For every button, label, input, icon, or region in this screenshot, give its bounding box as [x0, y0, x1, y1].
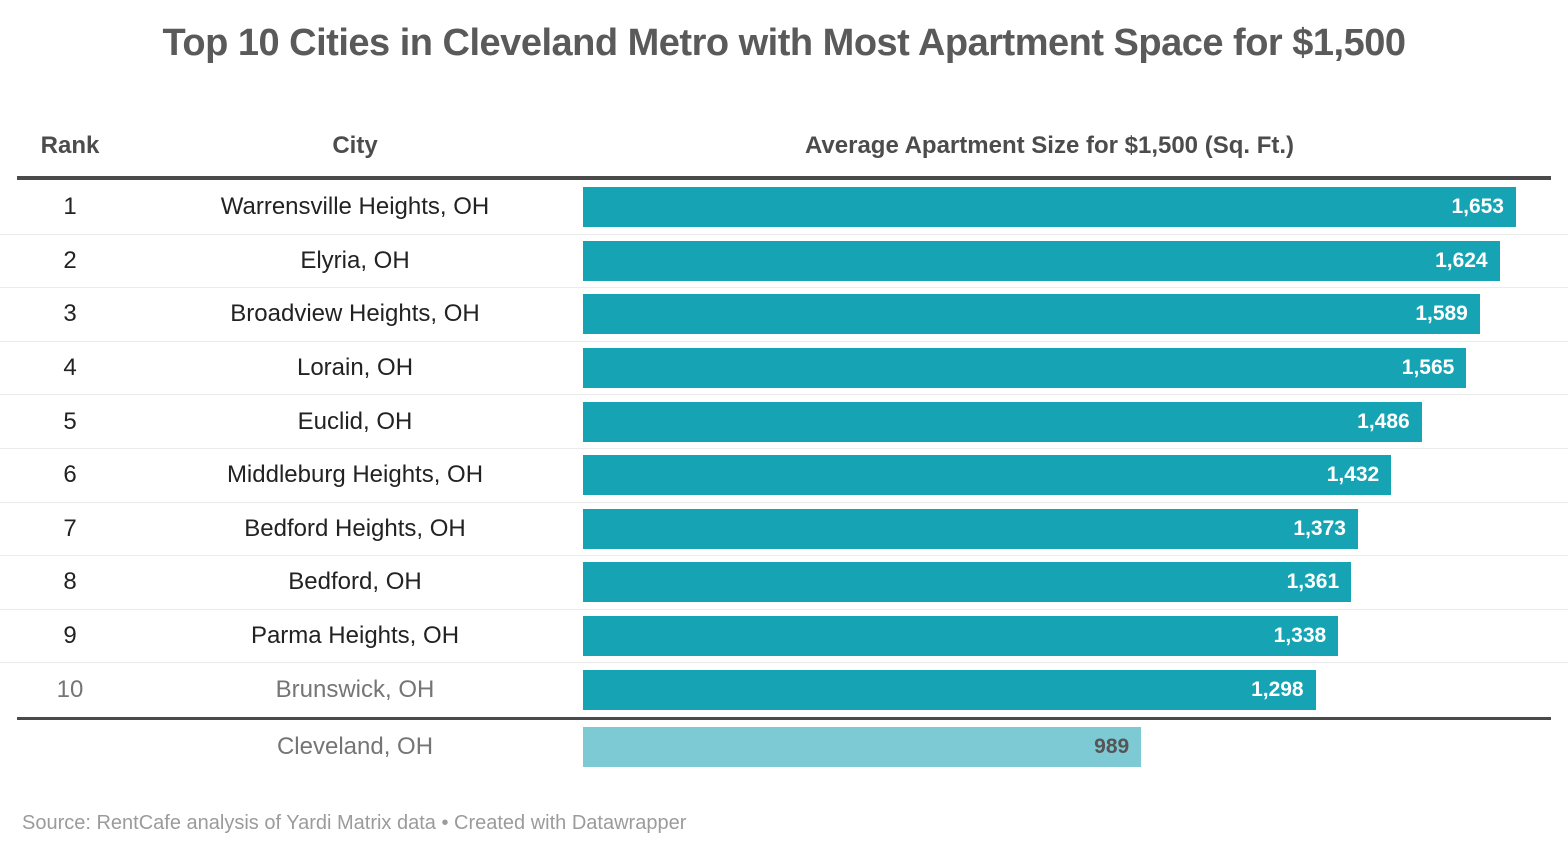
bar-track: 1,565	[583, 348, 1516, 389]
table-row: Cleveland, OH 989	[0, 720, 1568, 774]
benchmark-section: Cleveland, OH 989	[0, 720, 1568, 774]
ranked-rows: 1 Warrensville Heights, OH 1,653 2 Elyria, O…	[0, 181, 1568, 717]
rank-cell: 1	[63, 193, 77, 221]
bar-track: 989	[583, 726, 1516, 767]
table-row: 2 Elyria, OH 1,624	[0, 235, 1568, 289]
bar-value-label: 1,624	[1435, 248, 1488, 272]
value-bar: 1,653	[583, 187, 1516, 228]
city-cell: Elyria, OH	[300, 246, 410, 274]
city-cell: Brunswick, OH	[275, 676, 435, 704]
bar-track: 1,589	[583, 294, 1516, 335]
bar-track: 1,298	[583, 670, 1516, 711]
bar-value-label: 989	[1094, 734, 1130, 758]
table-row: 5 Euclid, OH 1,486	[0, 395, 1568, 449]
header-rule	[17, 176, 1551, 180]
city-cell: Bedford Heights, OH	[244, 514, 466, 542]
value-bar: 1,298	[583, 670, 1316, 711]
rank-cell: 8	[63, 568, 77, 596]
bar-track: 1,338	[583, 616, 1516, 657]
value-bar: 1,565	[583, 348, 1467, 389]
chart-title: Top 10 Cities in Cleveland Metro with Mo…	[162, 22, 1406, 64]
city-cell: Cleveland, OH	[276, 732, 434, 760]
bar-value-label: 1,338	[1273, 624, 1327, 648]
bar-value-label: 1,298	[1251, 678, 1304, 702]
rank-cell: 3	[63, 300, 77, 328]
rank-cell: 7	[63, 514, 77, 542]
bar-value-label: 1,589	[1415, 302, 1468, 326]
table-row: 9 Parma Heights, OH 1,338	[0, 610, 1568, 664]
table-row: 6 Middleburg Heights, OH 1,432	[0, 449, 1568, 503]
table-row: 1 Warrensville Heights, OH 1,653	[0, 181, 1568, 235]
value-bar: 989	[583, 726, 1142, 767]
table-row: 4 Lorain, OH 1,565	[0, 342, 1568, 396]
city-cell: Parma Heights, OH	[250, 622, 460, 650]
rank-cell: 6	[63, 461, 77, 489]
source-note: Source: RentCafe analysis of Yardi Matri…	[22, 812, 687, 834]
value-bar: 1,361	[583, 562, 1352, 603]
bar-track: 1,373	[583, 508, 1516, 549]
bar-value-label: 1,432	[1326, 463, 1380, 487]
table-row: 3 Broadview Heights, OH 1,589	[0, 288, 1568, 342]
bar-value-label: 1,486	[1357, 409, 1410, 433]
city-cell: Lorain, OH	[296, 354, 414, 382]
bar-value-label: 1,373	[1293, 516, 1346, 540]
city-cell: Middleburg Heights, OH	[226, 461, 484, 489]
value-bar: 1,624	[583, 240, 1500, 281]
city-cell: Warrensville Heights, OH	[220, 193, 490, 221]
value-bar: 1,486	[583, 401, 1422, 442]
bar-track: 1,486	[583, 401, 1516, 442]
bar-track: 1,432	[583, 455, 1516, 496]
rank-cell: 4	[63, 354, 77, 382]
rank-cell: 9	[63, 622, 77, 650]
rank-cell: 5	[63, 407, 77, 435]
value-bar: 1,589	[583, 294, 1480, 335]
column-header-row: Rank City Average Apartment Size for $1,…	[0, 126, 1568, 166]
bar-value-label: 1,653	[1451, 195, 1504, 219]
column-header-city: City	[332, 132, 378, 159]
city-cell: Broadview Heights, OH	[230, 300, 480, 328]
bar-table: 1 Warrensville Heights, OH 1,653 2 Elyria, O…	[0, 181, 1568, 774]
city-cell: Euclid, OH	[297, 407, 413, 435]
value-bar: 1,338	[583, 616, 1339, 657]
bar-value-label: 1,565	[1401, 356, 1455, 380]
bar-track: 1,624	[583, 240, 1516, 281]
bar-track: 1,361	[583, 562, 1516, 603]
bar-value-label: 1,361	[1286, 570, 1340, 594]
value-bar: 1,432	[583, 455, 1392, 496]
table-row: 7 Bedford Heights, OH 1,373	[0, 503, 1568, 557]
table-row: 8 Bedford, OH 1,361	[0, 556, 1568, 610]
benchmark-rule	[17, 716, 1551, 720]
value-bar: 1,373	[583, 508, 1358, 549]
column-header-value: Average Apartment Size for $1,500 (Sq. F…	[804, 132, 1295, 159]
city-cell: Bedford, OH	[288, 568, 422, 596]
table-row: 10 Brunswick, OH 1,298	[0, 663, 1568, 717]
column-header-rank: Rank	[40, 132, 100, 159]
rank-cell: 2	[63, 246, 77, 274]
bar-track: 1,653	[583, 187, 1516, 228]
rank-cell: 10	[56, 676, 84, 704]
